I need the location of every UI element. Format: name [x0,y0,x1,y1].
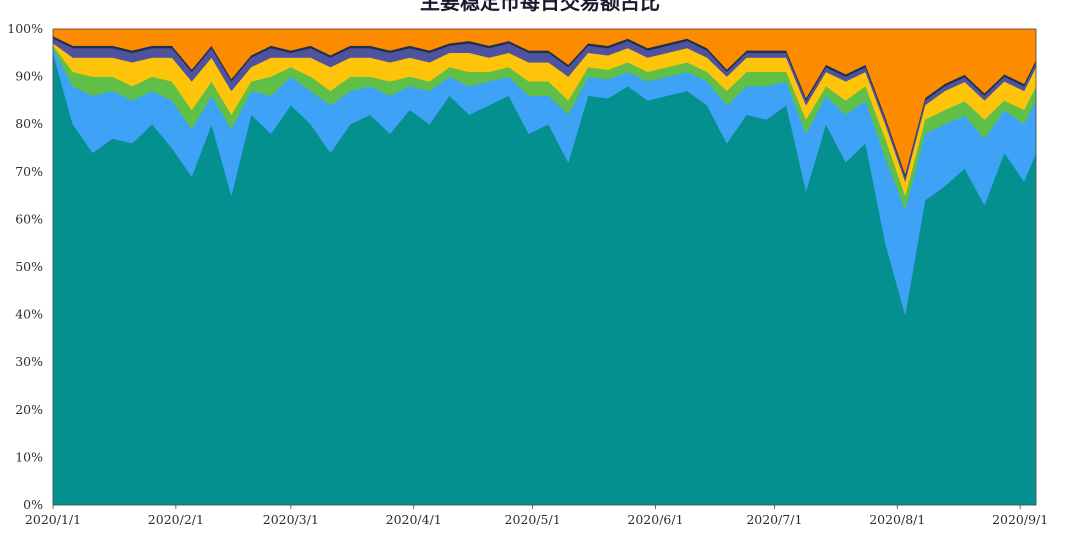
y-tick-label: 50% [15,259,43,274]
x-tick-label: 2020/8/1 [869,512,925,527]
y-tick-label: 80% [15,116,43,131]
y-tick-label: 90% [15,69,43,84]
y-axis: 0% 10% 20% 30% 40% 50% 60% 70% 80% 90% 100% [7,21,43,512]
y-tick-label: 20% [15,402,43,417]
plot-frame [52,28,1037,506]
x-tick-label: 2020/1/1 [25,512,81,527]
y-tick-label: 40% [15,307,43,322]
x-tick-label: 2020/2/1 [148,512,204,527]
x-tick-label: 2020/3/1 [263,512,319,527]
x-tick-label: 2020/7/1 [746,512,802,527]
y-tick-label: 100% [7,21,43,36]
x-tick-label: 2020/4/1 [386,512,442,527]
chart-title: 主要稳定币每日交易额占比 [420,0,660,14]
x-tick-label: 2020/5/1 [505,512,561,527]
x-tick-label: 2020/9/1 [992,512,1048,527]
y-tick-label: 60% [15,211,43,226]
area-series-group [52,28,1037,506]
y-tick-label: 0% [23,497,43,512]
y-tick-label: 70% [15,164,43,179]
y-tick-label: 30% [15,354,43,369]
x-axis: 2020/1/1 2020/2/1 2020/3/1 2020/4/1 2020/5/1… [25,505,1048,527]
y-tick-label: 10% [15,449,43,464]
x-tick-label: 2020/6/1 [627,512,683,527]
